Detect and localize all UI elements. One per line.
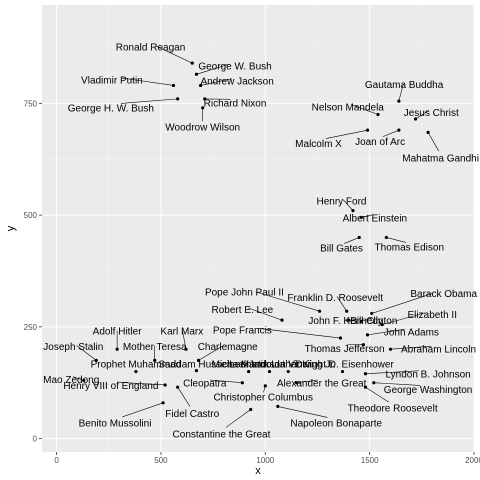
y-tick-label: 500 [24, 211, 38, 220]
data-point [241, 381, 244, 384]
point-label: Henry Ford [316, 197, 366, 208]
data-point [366, 129, 369, 132]
point-label: Pope Francis [213, 325, 272, 336]
data-point [318, 310, 321, 313]
data-point [351, 209, 354, 212]
point-label: Fidel Castro [165, 409, 219, 420]
point-label: Vladimir Putin [81, 76, 143, 87]
data-point [358, 236, 361, 239]
data-point [385, 236, 388, 239]
data-point [339, 336, 342, 339]
point-label: Henry VIII of England [63, 381, 158, 392]
point-label: Joseph Stalin [43, 342, 103, 353]
point-label: Joan of Arc [355, 137, 405, 148]
data-point [345, 310, 348, 313]
point-label: Napoleon Bonaparte [290, 418, 382, 429]
x-tick-label: 1000 [256, 456, 274, 465]
data-point [176, 97, 179, 100]
data-point [364, 372, 367, 375]
point-label: Mother Teresa [123, 342, 187, 353]
point-label: John Adams [384, 327, 439, 338]
y-tick-label: 750 [24, 99, 38, 108]
point-label: George Washington [384, 385, 473, 396]
point-label: Cleopatra [183, 379, 227, 390]
data-point [264, 384, 267, 387]
data-point [397, 129, 400, 132]
point-label: Thomas Edison [375, 242, 444, 253]
point-label: Franklin D. Roosevelt [287, 293, 383, 304]
point-label: Bill Gates [320, 244, 363, 255]
data-point [366, 333, 369, 336]
point-label: Charlemagne [198, 342, 258, 353]
x-tick-label: 0 [54, 456, 59, 465]
data-point [161, 401, 164, 404]
data-point [191, 62, 194, 65]
y-tick-label: 250 [24, 323, 38, 332]
y-axis-ticks: 0 250 500 750 [24, 99, 42, 443]
data-point [389, 348, 392, 351]
point-label: George W. Bush [198, 61, 271, 72]
x-tick-label: 1500 [361, 456, 379, 465]
point-label: Ronald Reagan [116, 43, 186, 54]
data-point [195, 73, 198, 76]
point-label: Thomas Jefferson [305, 344, 385, 355]
point-label: Benito Mussolini [79, 418, 152, 429]
point-label: Gautama Buddha [365, 80, 444, 91]
data-point [426, 131, 429, 134]
data-point [176, 386, 179, 389]
point-label: George H. W. Bush [68, 103, 154, 114]
point-label: Jesus Christ [404, 108, 459, 119]
point-label: Robert E. Lee [211, 305, 273, 316]
point-label: Lyndon B. Johnson [385, 369, 470, 380]
point-label: Nelson Mandela [312, 102, 385, 113]
data-point [370, 312, 373, 315]
data-point [116, 348, 119, 351]
point-label: Albert Einstein [343, 213, 407, 224]
point-label: Woodrow Wilson [165, 123, 240, 134]
point-label: Elizabeth II [408, 310, 457, 321]
point-label: Theodore Roosevelt [348, 404, 438, 415]
point-label: Barack Obama [410, 289, 477, 300]
x-axis-title: x [255, 465, 261, 477]
point-label: Karl Marx [160, 326, 203, 337]
data-point [397, 100, 400, 103]
data-point [249, 408, 252, 411]
point-label: Christopher Columbus [213, 393, 313, 404]
point-label: Dwight D. Eisenhower [295, 359, 394, 370]
point-label: Pope John Paul II [205, 287, 284, 298]
point-label: Alexander the Great [277, 379, 367, 390]
data-point [164, 383, 167, 386]
point-label: Bill Clinton [350, 316, 397, 327]
point-label: Mahatma Gandhi [402, 153, 479, 164]
data-point [276, 405, 279, 408]
point-label: Constantine the Great [173, 430, 271, 441]
point-label: Malcolm X [295, 139, 342, 150]
point-label: Adolf Hitler [93, 326, 143, 337]
point-label: Andrew Jackson [200, 76, 273, 87]
point-label: Richard Nixon [204, 98, 267, 109]
point-label: Abraham Lincoln [401, 345, 476, 356]
data-point [172, 84, 175, 87]
y-tick-label: 0 [33, 435, 38, 444]
y-axis-title: y [5, 225, 17, 231]
x-tick-label: 500 [154, 456, 168, 465]
data-point [280, 319, 283, 322]
data-point [372, 381, 375, 384]
